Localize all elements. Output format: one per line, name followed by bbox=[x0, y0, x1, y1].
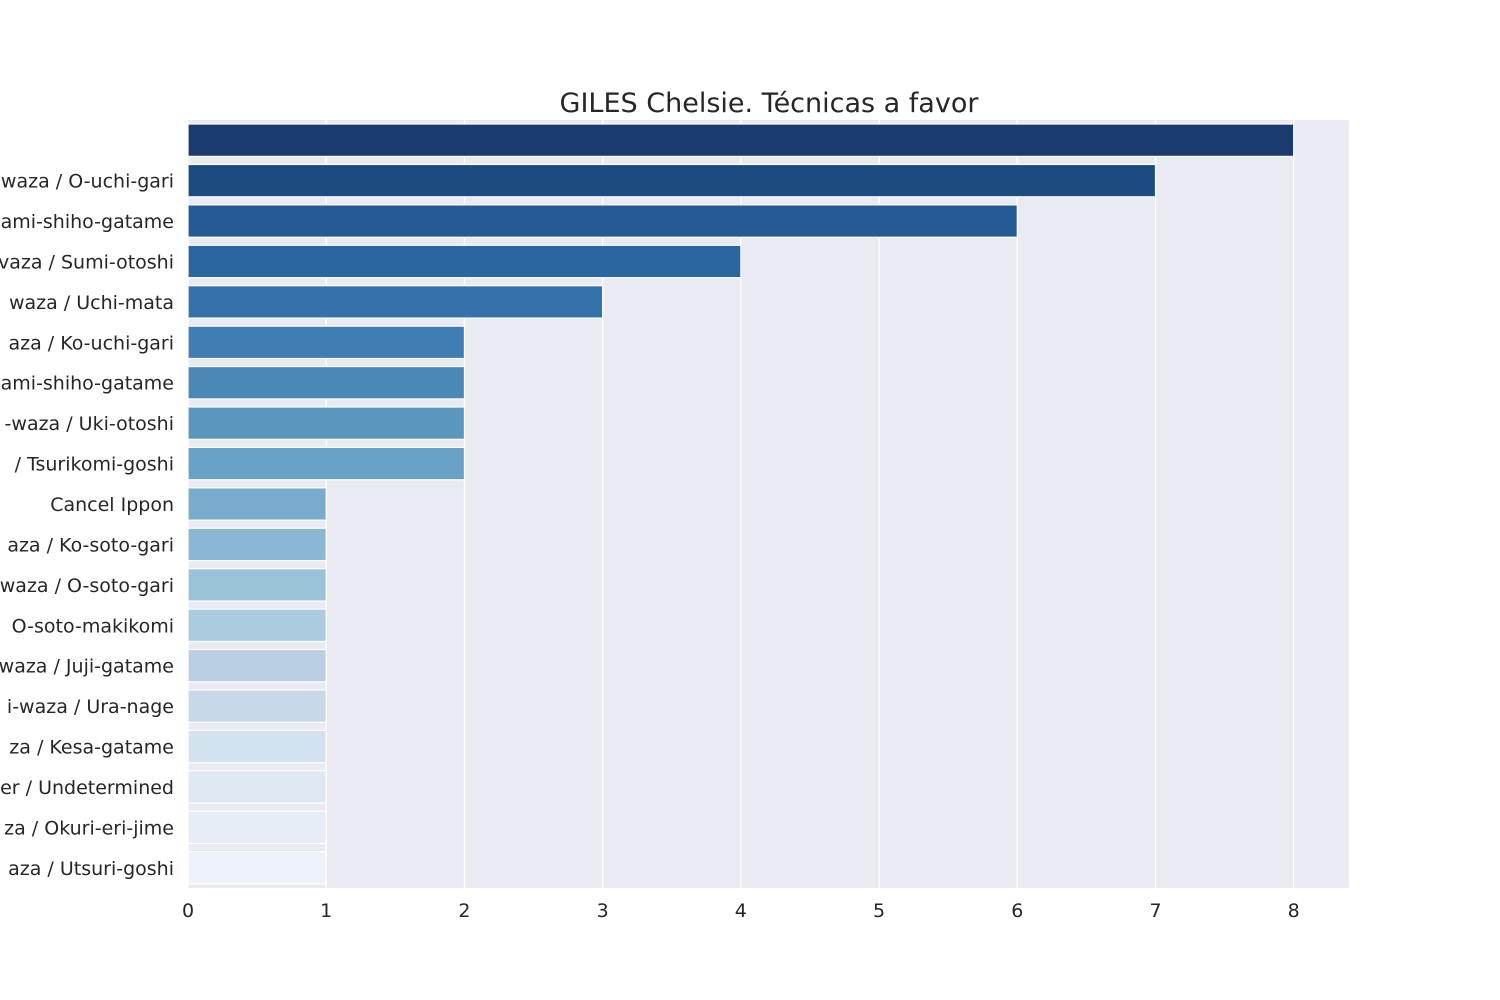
y-tick-label: waza / O-soto-gari bbox=[0, 575, 174, 597]
y-tick-label: aza / Ko-uchi-gari bbox=[8, 332, 174, 354]
bar bbox=[187, 851, 327, 885]
bar bbox=[187, 487, 327, 521]
x-tick-label: 7 bbox=[1149, 900, 1161, 922]
x-tick-label: 6 bbox=[1011, 900, 1023, 922]
x-tick-labels: 0 1 2 3 4 5 6 7 8 bbox=[182, 900, 1300, 922]
y-tick-label: aza / Ko-soto-gari bbox=[7, 534, 174, 556]
bar bbox=[187, 689, 327, 723]
y-tick-label: waza / O-uchi-gari bbox=[1, 171, 174, 193]
y-tick-label: za / Okuri-eri-jime bbox=[4, 817, 174, 839]
bar bbox=[187, 163, 1157, 198]
chart-title: GILES Chelsie. Técnicas a favor bbox=[560, 88, 980, 119]
y-tick-label: er / Undetermined bbox=[0, 777, 174, 799]
y-tick-label: ami-shiho-gatame bbox=[1, 211, 174, 233]
y-tick-label: O-soto-makikomi bbox=[12, 615, 174, 637]
x-tick-label: 3 bbox=[597, 900, 609, 922]
x-tick-label: 2 bbox=[458, 900, 470, 922]
bar bbox=[187, 325, 466, 360]
bar bbox=[187, 406, 466, 440]
x-tick-label: 8 bbox=[1288, 900, 1300, 922]
bar bbox=[187, 608, 327, 643]
y-tick-label: Cancel Ippon bbox=[50, 494, 174, 516]
y-tick-label: ami-shiho-gatame bbox=[1, 373, 174, 395]
bar bbox=[187, 729, 327, 764]
bar bbox=[187, 204, 1018, 238]
bar bbox=[187, 568, 327, 602]
bars bbox=[187, 123, 1295, 885]
bar bbox=[187, 527, 327, 562]
y-tick-labels: waza / O-uchi-gari ami-shiho-gatame vaza /… bbox=[0, 171, 174, 880]
y-tick-label: aza / Utsuri-goshi bbox=[8, 858, 174, 880]
bar bbox=[187, 810, 327, 845]
y-tick-label: vaza / Sumi-otoshi bbox=[0, 251, 174, 273]
x-tick-label: 1 bbox=[320, 900, 332, 922]
y-tick-label: i-waza / Ura-nage bbox=[7, 696, 174, 718]
y-tick-label: za / Kesa-gatame bbox=[9, 737, 174, 759]
bar bbox=[187, 285, 604, 319]
x-tick-label: 4 bbox=[735, 900, 747, 922]
x-tick-label: 0 bbox=[182, 900, 194, 922]
bar bbox=[187, 123, 1295, 157]
y-tick-label: / Tsurikomi-goshi bbox=[15, 454, 174, 476]
bar bbox=[187, 365, 466, 400]
bar bbox=[187, 770, 327, 804]
bar bbox=[187, 446, 466, 481]
bar bbox=[187, 244, 742, 279]
y-tick-label: waza / Juji-gatame bbox=[0, 656, 174, 678]
y-tick-label: -waza / Uki-otoshi bbox=[5, 413, 174, 435]
bar bbox=[187, 648, 327, 683]
y-tick-label: waza / Uchi-mata bbox=[9, 292, 174, 314]
x-tick-label: 5 bbox=[873, 900, 885, 922]
